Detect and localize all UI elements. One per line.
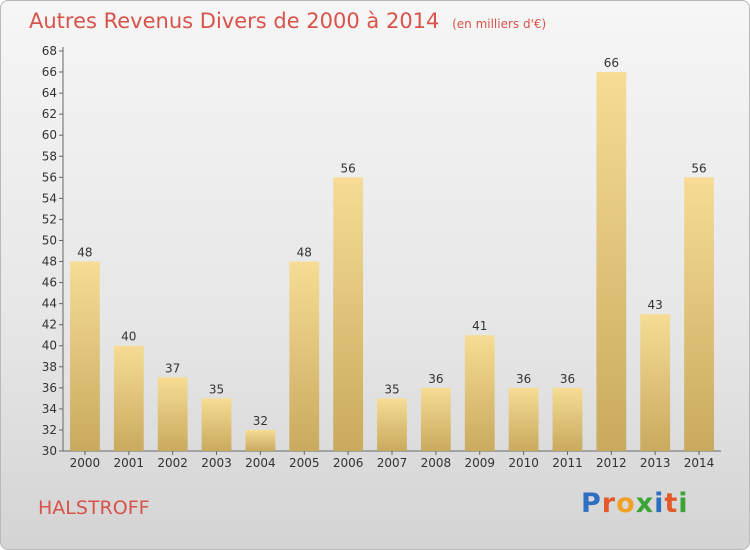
value-label-2005: 48 bbox=[297, 246, 312, 260]
y-tick-label: 50 bbox=[42, 233, 57, 247]
x-tick-label-2001: 2001 bbox=[114, 456, 145, 470]
x-tick-label-2005: 2005 bbox=[289, 456, 320, 470]
y-tick-label: 58 bbox=[42, 149, 57, 163]
y-tick-label: 48 bbox=[42, 255, 57, 269]
value-label-2004: 32 bbox=[253, 414, 268, 428]
value-label-2010: 36 bbox=[516, 372, 531, 386]
y-tick-label: 44 bbox=[42, 297, 57, 311]
bar-2008 bbox=[420, 387, 451, 451]
bar-2006 bbox=[333, 177, 364, 451]
logo-letter: P bbox=[581, 488, 602, 519]
bars: 48 40 37 35 32 48 56 35 36 41 36 36 66 43 56 bbox=[70, 56, 714, 451]
value-label-2000: 48 bbox=[77, 246, 92, 260]
y-tick-label: 60 bbox=[42, 128, 57, 142]
chart-title: Autres Revenus Divers de 2000 à 2014 (en… bbox=[29, 9, 546, 33]
bar-2007 bbox=[377, 398, 407, 451]
value-label-2002: 37 bbox=[165, 361, 180, 375]
value-label-2003: 35 bbox=[209, 382, 224, 396]
logo-letter: r bbox=[601, 488, 617, 519]
x-tick-label-2014: 2014 bbox=[684, 456, 715, 470]
value-label-2014: 56 bbox=[691, 161, 706, 175]
x-tick-label-2009: 2009 bbox=[464, 456, 495, 470]
x-tick-label-2012: 2012 bbox=[596, 456, 627, 470]
y-tick-label: 30 bbox=[42, 444, 57, 458]
y-tick-label: 66 bbox=[42, 65, 57, 79]
logo-letter: o bbox=[616, 488, 636, 519]
y-tick-label: 38 bbox=[42, 360, 57, 374]
x-tick-label-2006: 2006 bbox=[333, 456, 364, 470]
y-tick-label: 52 bbox=[42, 212, 57, 226]
y-tick-label: 40 bbox=[42, 339, 57, 353]
y-tick-label: 32 bbox=[42, 423, 57, 437]
x-tick-label-2008: 2008 bbox=[421, 456, 452, 470]
value-label-2007: 35 bbox=[384, 382, 399, 396]
y-tick-label: 36 bbox=[42, 381, 57, 395]
x-tick-label-2000: 2000 bbox=[70, 456, 101, 470]
bar-2005 bbox=[289, 261, 320, 451]
y-tick-label: 46 bbox=[42, 276, 57, 290]
y-tick-label: 34 bbox=[42, 402, 57, 416]
value-label-2011: 36 bbox=[560, 372, 575, 386]
x-tick-label-2004: 2004 bbox=[245, 456, 276, 470]
y-tick-label: 42 bbox=[42, 318, 57, 332]
value-label-2006: 56 bbox=[340, 161, 355, 175]
proxiti-logo: Proxiti bbox=[581, 488, 689, 519]
y-axis: 30 32 34 36 38 40 42 44 46 48 50 52 54 56 58 60 62 64 66 68 bbox=[42, 44, 721, 458]
y-tick-label: 64 bbox=[42, 86, 57, 100]
bar-2013 bbox=[640, 314, 671, 451]
bar-2011 bbox=[552, 387, 583, 451]
bar-2000 bbox=[70, 261, 100, 451]
bar-2012 bbox=[596, 72, 627, 451]
chart-title-text: Autres Revenus Divers de 2000 à 2014 bbox=[29, 9, 440, 33]
bar-2010 bbox=[508, 387, 539, 451]
x-axis: 2000 2001 2002 2003 2004 2005 2006 2007 2008 2009… bbox=[70, 451, 715, 470]
logo-letter: t bbox=[664, 488, 679, 519]
x-tick-label-2002: 2002 bbox=[157, 456, 188, 470]
bar-2009 bbox=[464, 335, 495, 451]
x-tick-label-2007: 2007 bbox=[377, 456, 408, 470]
y-tick-label: 68 bbox=[42, 44, 57, 58]
commune-name: HALSTROFF bbox=[38, 497, 150, 519]
x-tick-label-2013: 2013 bbox=[640, 456, 671, 470]
value-label-2012: 66 bbox=[604, 56, 619, 70]
bar-2014 bbox=[684, 177, 714, 451]
value-label-2013: 43 bbox=[648, 298, 663, 312]
bar-2002 bbox=[157, 377, 188, 451]
value-label-2009: 41 bbox=[472, 319, 487, 333]
value-label-2001: 40 bbox=[121, 330, 136, 344]
x-tick-label-2011: 2011 bbox=[552, 456, 583, 470]
bar-2003 bbox=[201, 398, 232, 451]
x-tick-label-2003: 2003 bbox=[201, 456, 232, 470]
bar-2004 bbox=[245, 429, 276, 451]
logo-letter: i bbox=[654, 488, 665, 519]
logo-letter: i bbox=[678, 488, 689, 519]
value-label-2008: 36 bbox=[428, 372, 443, 386]
x-tick-label-2010: 2010 bbox=[508, 456, 539, 470]
bar-2001 bbox=[113, 345, 144, 451]
y-tick-label: 56 bbox=[42, 170, 57, 184]
chart-unit: (en milliers d'€) bbox=[452, 17, 547, 31]
y-tick-label: 62 bbox=[42, 107, 57, 121]
y-tick-label: 54 bbox=[42, 191, 57, 205]
logo-letter: x bbox=[635, 488, 655, 519]
